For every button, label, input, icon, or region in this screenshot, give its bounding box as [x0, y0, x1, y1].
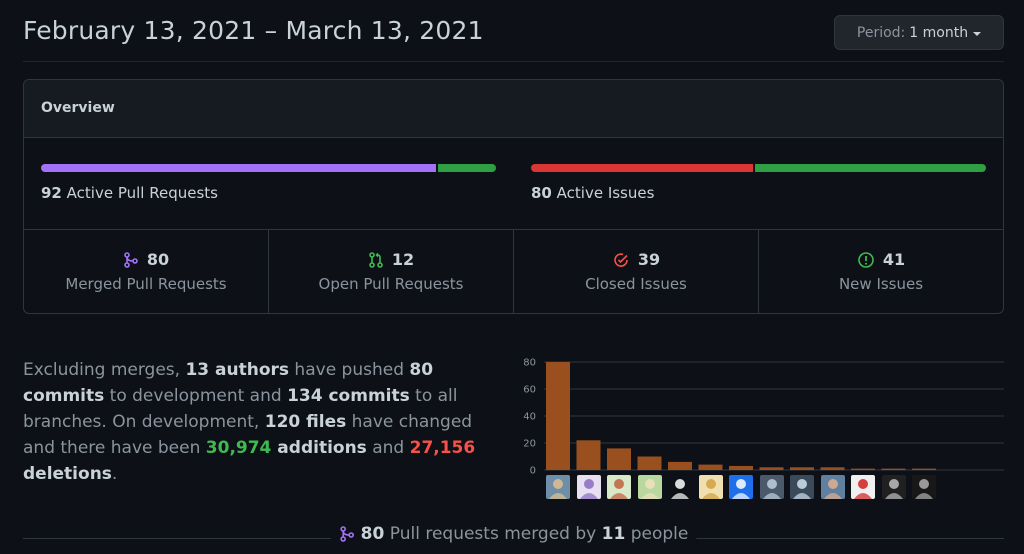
avatar-5[interactable] — [668, 475, 692, 499]
period-label: Period: — [856, 24, 906, 41]
pull-requests-merged-footer: 80 Pull requests merged by 11 people — [23, 520, 1004, 554]
summary-authors: 13 authors — [185, 360, 290, 380]
pull-requests-progress-bar[interactable] — [41, 164, 496, 172]
header: February 13, 2021 – March 13, 2021 Perio… — [23, 0, 1004, 62]
chart-bar[interactable] — [820, 467, 845, 470]
merged-pr-label: Merged Pull Requests — [65, 275, 227, 293]
merged-pr-icon — [339, 526, 354, 542]
stat-new-issues[interactable]: 41 New Issues — [759, 230, 1003, 313]
avatar-3[interactable] — [607, 475, 631, 499]
avatar-9[interactable] — [790, 475, 814, 499]
chart-y-tick-label: 0 — [530, 466, 536, 477]
chart-bar[interactable] — [790, 467, 814, 470]
chart-bar[interactable] — [851, 468, 875, 470]
summary-text-4: to all branches. On development, — [23, 386, 458, 432]
avatar-10[interactable] — [820, 475, 845, 499]
active-issues-text: Active Issues — [556, 184, 655, 202]
footer-text-1: Pull requests merged by — [384, 524, 602, 544]
open-pr-value: 12 — [391, 250, 415, 269]
chart-bar[interactable] — [607, 448, 631, 470]
contributor-avatars — [546, 475, 946, 500]
period-value: 1 month — [909, 24, 969, 41]
merged-pr-segment — [41, 164, 436, 172]
avatar-7[interactable] — [729, 475, 753, 499]
chart-bar[interactable] — [729, 465, 753, 470]
avatar-1[interactable] — [546, 475, 570, 499]
overview-panel: Overview 92 Active Pull Requests 80 Acti… — [23, 79, 1004, 314]
new-issues-value: 41 — [882, 250, 906, 269]
footer-pr-count: 80 — [360, 524, 385, 544]
new-issues-label: New Issues — [838, 275, 924, 293]
caret-down-icon — [973, 31, 982, 36]
open-pr-icon — [369, 251, 383, 268]
avatar-11[interactable] — [851, 475, 875, 499]
overview-title: Overview — [24, 80, 1003, 138]
new-issue-icon — [858, 251, 874, 268]
avatar-12[interactable] — [881, 475, 906, 499]
new-issues-segment — [754, 164, 986, 172]
stat-open-pull-requests[interactable]: 12 Open Pull Requests — [269, 230, 514, 313]
chart-y-tick-label: 80 — [523, 358, 536, 369]
chart-bar[interactable] — [546, 362, 570, 470]
chart-bar[interactable] — [668, 461, 692, 470]
summary-additions-word: additions — [271, 438, 367, 458]
issues-progress-bar[interactable] — [531, 164, 986, 172]
avatar-13[interactable] — [912, 475, 936, 499]
active-issues-count: 80 — [531, 184, 552, 202]
chart-bar[interactable] — [912, 468, 936, 470]
date-range-title: February 13, 2021 – March 13, 2021 — [23, 16, 484, 45]
chart-bar[interactable] — [759, 467, 784, 470]
footer-text-2: people — [625, 524, 689, 544]
summary-commits-development: 80 commits — [23, 360, 434, 406]
summary-text-5: have changed and there have been — [23, 412, 473, 458]
summary-text-3: to development and — [104, 386, 288, 406]
closed-issue-icon — [614, 252, 628, 267]
summary-text-6: and — [366, 438, 410, 458]
stat-closed-issues[interactable]: 39 Closed Issues — [514, 230, 759, 313]
overview-bars: 92 Active Pull Requests 80 Active Issues — [24, 138, 1003, 230]
summary-text-1: Excluding merges, — [23, 360, 186, 380]
chart-y-tick-label: 60 — [523, 385, 536, 396]
stat-merged-pull-requests[interactable]: 80 Merged Pull Requests — [24, 230, 269, 313]
avatar-2[interactable] — [576, 475, 601, 499]
chart-bar[interactable] — [576, 440, 601, 470]
chart-y-tick-label: 20 — [523, 439, 536, 450]
summary-deletions-count: 27,156 — [409, 438, 476, 458]
contributors-commit-chart: 0 20 40 60 80 — [523, 358, 1004, 477]
period-dropdown-button[interactable]: Period: 1 month — [834, 15, 1004, 50]
avatar-6[interactable] — [698, 475, 723, 499]
closed-issues-label: Closed Issues — [585, 275, 687, 293]
active-pr-count: 92 — [41, 184, 62, 202]
summary-text-2: have pushed — [289, 360, 410, 380]
active-pr-text: Active Pull Requests — [66, 184, 218, 202]
closed-issues-value: 39 — [637, 250, 661, 269]
commit-summary: Excluding merges, 13 authors have pushed… — [23, 357, 493, 487]
open-pr-segment — [437, 164, 496, 172]
summary-text-7: . — [111, 464, 118, 484]
footer-people-count: 11 — [601, 524, 626, 544]
chart-y-tick-label: 40 — [523, 412, 536, 423]
summary-files-changed: 120 files — [264, 412, 347, 432]
pull-requests-merged-text: 80 Pull requests merged by 11 people — [330, 524, 697, 544]
active-pull-requests-label[interactable]: 92 Active Pull Requests — [41, 184, 218, 202]
closed-issues-segment — [531, 164, 753, 172]
avatar-8[interactable] — [759, 475, 784, 499]
summary-additions-count: 30,974 — [205, 438, 272, 458]
summary-commits-all-branches: 134 commits — [287, 386, 410, 406]
merged-pr-value: 80 — [146, 250, 170, 269]
chart-bar[interactable] — [881, 468, 906, 470]
chart-bar[interactable] — [698, 464, 723, 470]
open-pr-label: Open Pull Requests — [318, 275, 464, 293]
avatar-4[interactable] — [637, 475, 662, 499]
overview-stats: 80 Merged Pull Requests 12 Open Pull Req… — [24, 230, 1003, 313]
summary-deletions-word: deletions — [23, 464, 112, 484]
chart-bar[interactable] — [637, 456, 662, 471]
active-issues-label[interactable]: 80 Active Issues — [531, 184, 654, 202]
merged-pr-icon — [124, 251, 138, 268]
